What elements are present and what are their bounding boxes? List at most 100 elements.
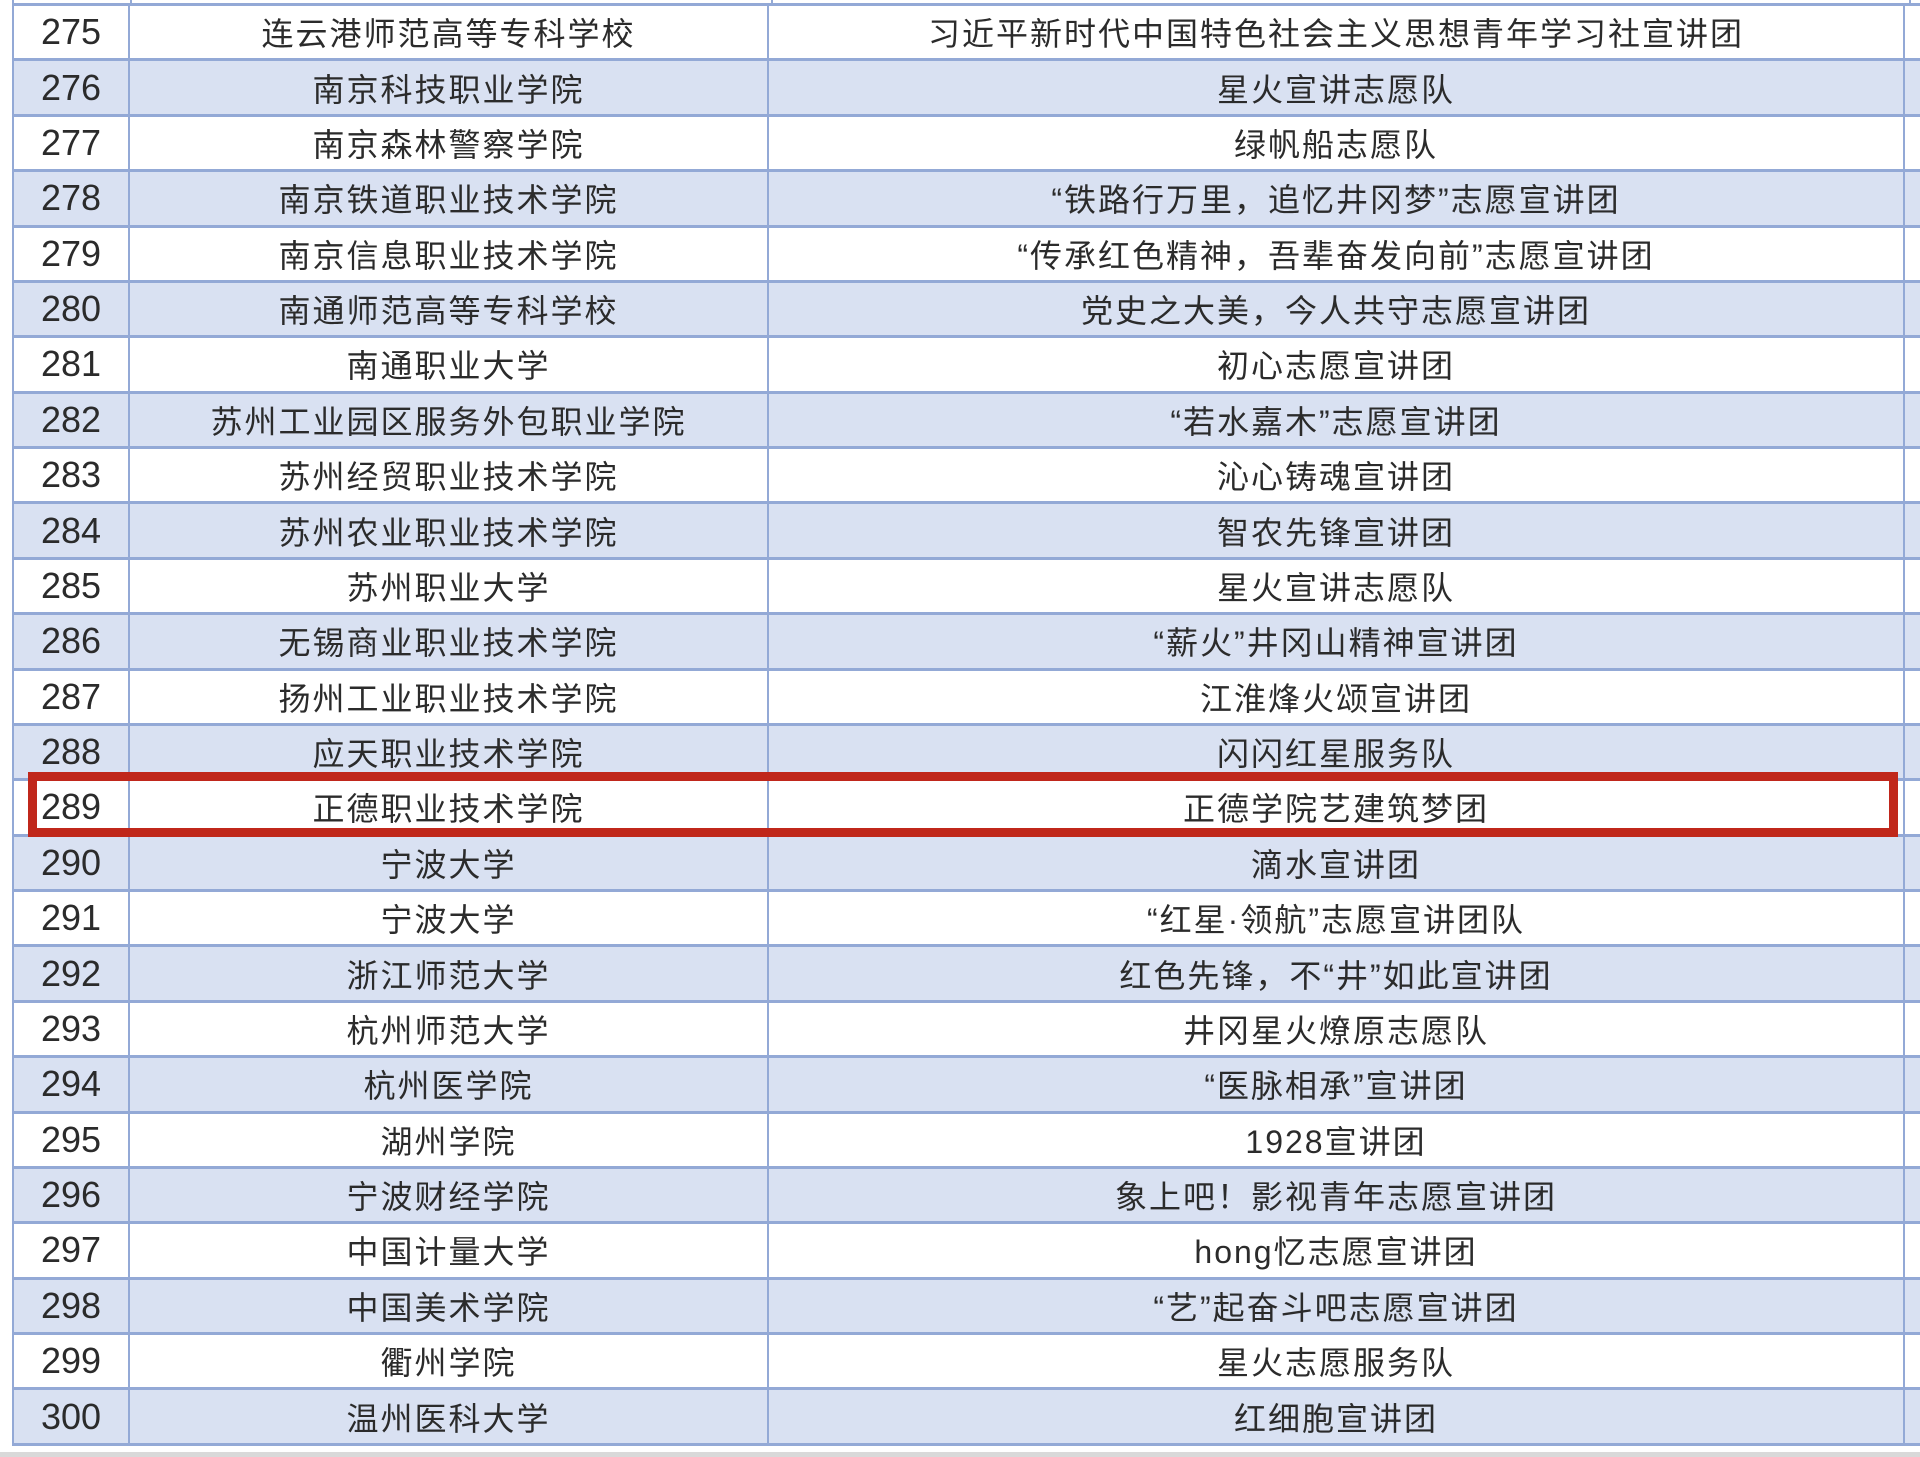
row-number-cell: 293 bbox=[14, 1002, 130, 1056]
cut-cell bbox=[14, 0, 132, 3]
team-name-cell: “医脉相承”宣讲团 bbox=[769, 1058, 1905, 1111]
table-row: 283 苏州经贸职业技术学院 沁心铸魂宣讲团 bbox=[14, 449, 1920, 505]
school-name-cell: 温州医科大学 bbox=[130, 1390, 769, 1443]
team-name-cell: 红色先锋，不“井”如此宣讲团 bbox=[769, 947, 1905, 1000]
row-number-cell: 298 bbox=[14, 1279, 130, 1332]
row-number-cell: 292 bbox=[14, 947, 130, 1000]
school-name-cell: 正德职业技术学院 bbox=[130, 781, 769, 834]
cutoff-column-sliver bbox=[1905, 837, 1920, 889]
table-row: 289 正德职业技术学院 正德学院艺建筑梦团 bbox=[14, 772, 1920, 837]
team-name-cell: 正德学院艺建筑梦团 bbox=[769, 781, 1905, 834]
team-name-cell: 井冈星火燎原志愿队 bbox=[769, 1002, 1905, 1056]
row-number-cell: 289 bbox=[14, 781, 130, 834]
school-name-cell: 苏州工业园区服务外包职业学院 bbox=[130, 393, 769, 446]
cut-cell bbox=[773, 0, 1911, 3]
cutoff-column-sliver bbox=[1905, 1114, 1920, 1166]
cutoff-column-sliver bbox=[1905, 394, 1920, 446]
table-row: 277 南京森林警察学院 绿帆船志愿队 bbox=[14, 116, 1920, 173]
team-name-cell: 江淮烽火颂宣讲团 bbox=[769, 670, 1905, 723]
school-name-cell: 南京科技职业学院 bbox=[130, 61, 769, 114]
table-row: 285 苏州职业大学 星火宣讲志愿队 bbox=[14, 559, 1920, 616]
row-number-cell: 285 bbox=[14, 559, 130, 613]
row-number-cell: 297 bbox=[14, 1224, 130, 1277]
team-name-cell: 绿帆船志愿队 bbox=[769, 116, 1905, 170]
school-name-cell: 中国美术学院 bbox=[130, 1279, 769, 1332]
row-number-cell: 299 bbox=[14, 1335, 130, 1388]
school-name-cell: 苏州职业大学 bbox=[130, 559, 769, 613]
row-number-cell: 281 bbox=[14, 338, 130, 391]
previous-row-cut-sliver bbox=[14, 0, 1920, 6]
team-name-cell: 象上吧！影视青年志愿宣讲团 bbox=[769, 1168, 1905, 1222]
team-name-cell: “艺”起奋斗吧志愿宣讲团 bbox=[769, 1279, 1905, 1332]
cutoff-column-sliver bbox=[1905, 560, 1920, 612]
cutoff-column-sliver bbox=[1905, 1058, 1920, 1110]
table-row: 294 杭州医学院 “医脉相承”宣讲团 bbox=[14, 1058, 1920, 1114]
table-row: 276 南京科技职业学院 星火宣讲志愿队 bbox=[14, 61, 1920, 117]
team-name-cell: “红星·领航”志愿宣讲团队 bbox=[769, 892, 1905, 945]
cut-cell bbox=[1911, 0, 1920, 3]
table-row: 292 浙江师范大学 红色先锋，不“井”如此宣讲团 bbox=[14, 947, 1920, 1003]
table-row: 280 南通师范高等专科学校 党史之大美，今人共守志愿宣讲团 bbox=[14, 282, 1920, 339]
row-number-cell: 294 bbox=[14, 1058, 130, 1111]
school-name-cell: 无锡商业职业技术学院 bbox=[130, 615, 769, 668]
row-number-cell: 282 bbox=[14, 393, 130, 446]
cutoff-column-sliver bbox=[1905, 781, 1920, 833]
team-name-cell: 1928宣讲团 bbox=[769, 1113, 1905, 1166]
school-name-cell: 苏州经贸职业技术学院 bbox=[130, 449, 769, 502]
cutoff-column-sliver bbox=[1905, 228, 1920, 280]
cutoff-column-sliver bbox=[1905, 947, 1920, 999]
school-name-cell: 南通师范高等专科学校 bbox=[130, 282, 769, 336]
cutoff-column-sliver bbox=[1905, 671, 1920, 723]
team-name-cell: “薪火”井冈山精神宣讲团 bbox=[769, 615, 1905, 668]
school-name-cell: 杭州医学院 bbox=[130, 1058, 769, 1111]
cutoff-column-sliver bbox=[1905, 1169, 1920, 1221]
table-row: 278 南京铁道职业技术学院 “铁路行万里，追忆井冈梦”志愿宣讲团 bbox=[14, 172, 1920, 228]
team-name-cell: 党史之大美，今人共守志愿宣讲团 bbox=[769, 282, 1905, 336]
cutoff-column-sliver bbox=[1905, 449, 1920, 501]
table-row: 288 应天职业技术学院 闪闪红星服务队 bbox=[14, 725, 1920, 782]
table-row: 282 苏州工业园区服务外包职业学院 “若水嘉木”志愿宣讲团 bbox=[14, 393, 1920, 449]
cutoff-column-sliver bbox=[1905, 6, 1920, 58]
team-name-cell: 习近平新时代中国特色社会主义思想青年学习社宣讲团 bbox=[769, 6, 1905, 59]
team-name-cell: “若水嘉木”志愿宣讲团 bbox=[769, 393, 1905, 446]
cutoff-column-sliver bbox=[1905, 61, 1920, 113]
school-name-cell: 苏州农业职业技术学院 bbox=[130, 504, 769, 557]
cutoff-column-sliver bbox=[1905, 1003, 1920, 1055]
team-name-cell: 星火宣讲志愿队 bbox=[769, 61, 1905, 114]
cutoff-column-sliver bbox=[1905, 504, 1920, 556]
row-number-cell: 300 bbox=[14, 1390, 130, 1443]
school-name-cell: 应天职业技术学院 bbox=[130, 725, 769, 779]
table-row: 295 湖州学院 1928宣讲团 bbox=[14, 1113, 1920, 1169]
school-name-cell: 宁波财经学院 bbox=[130, 1168, 769, 1222]
school-name-cell: 南通职业大学 bbox=[130, 338, 769, 391]
table-row: 287 扬州工业职业技术学院 江淮烽火颂宣讲团 bbox=[14, 670, 1920, 726]
row-number-cell: 278 bbox=[14, 172, 130, 225]
school-name-cell: 扬州工业职业技术学院 bbox=[130, 670, 769, 723]
table-row: 296 宁波财经学院 象上吧！影视青年志愿宣讲团 bbox=[14, 1168, 1920, 1225]
cut-cell bbox=[132, 0, 773, 3]
table-row: 291 宁波大学 “红星·领航”志愿宣讲团队 bbox=[14, 892, 1920, 948]
team-name-cell: hong忆志愿宣讲团 bbox=[769, 1224, 1905, 1277]
team-name-cell: 闪闪红星服务队 bbox=[769, 725, 1905, 779]
row-number-cell: 283 bbox=[14, 449, 130, 502]
school-name-cell: 湖州学院 bbox=[130, 1113, 769, 1166]
table-row: 300 温州医科大学 红细胞宣讲团 bbox=[14, 1390, 1920, 1446]
row-number-cell: 279 bbox=[14, 227, 130, 280]
school-name-cell: 南京森林警察学院 bbox=[130, 116, 769, 170]
table-row: 297 中国计量大学 hong忆志愿宣讲团 bbox=[14, 1224, 1920, 1280]
cutoff-column-sliver bbox=[1905, 1335, 1920, 1387]
bottom-edge-strip bbox=[0, 1452, 1920, 1457]
cutoff-column-sliver bbox=[1905, 615, 1920, 667]
row-number-cell: 280 bbox=[14, 282, 130, 336]
row-number-cell: 277 bbox=[14, 116, 130, 170]
team-name-cell: 滴水宣讲团 bbox=[769, 836, 1905, 889]
team-name-cell: 智农先锋宣讲团 bbox=[769, 504, 1905, 557]
table-row: 293 杭州师范大学 井冈星火燎原志愿队 bbox=[14, 1002, 1920, 1059]
table-row: 286 无锡商业职业技术学院 “薪火”井冈山精神宣讲团 bbox=[14, 615, 1920, 671]
table-row: 281 南通职业大学 初心志愿宣讲团 bbox=[14, 338, 1920, 394]
row-number-cell: 295 bbox=[14, 1113, 130, 1166]
cutoff-column-sliver bbox=[1905, 283, 1920, 335]
row-number-cell: 296 bbox=[14, 1168, 130, 1222]
team-name-cell: 初心志愿宣讲团 bbox=[769, 338, 1905, 391]
